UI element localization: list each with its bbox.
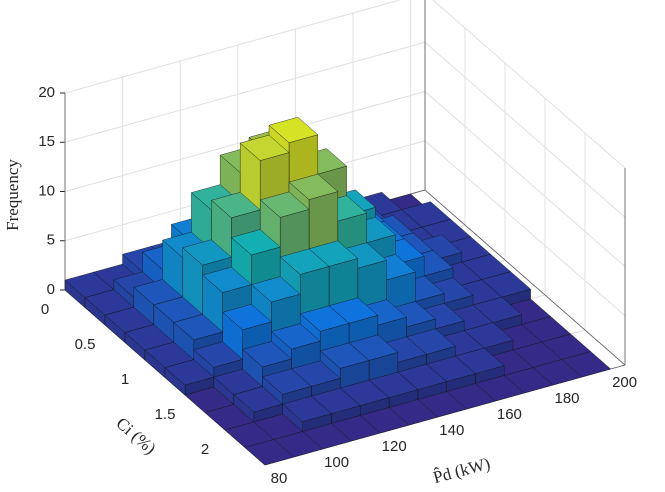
y-tick-label: 0 — [41, 301, 49, 318]
y-axis-label: Ci (%) — [113, 414, 160, 458]
y-tick-label: 2 — [201, 441, 209, 458]
x-tick-label: 120 — [382, 438, 407, 455]
x-tick-label: 160 — [497, 406, 522, 423]
axis-line — [424, 189, 626, 366]
z-tick-label: 20 — [38, 84, 55, 101]
x-axis-label: P̂d (kW) — [431, 453, 492, 487]
y-tick-label: 1.5 — [155, 406, 176, 423]
bar — [164, 359, 215, 396]
grid-line — [432, 0, 626, 169]
bar-top — [242, 341, 292, 368]
bar-top — [262, 368, 312, 395]
grid-line — [64, 41, 426, 143]
z-tick-label: 5 — [47, 232, 55, 249]
bar-top — [222, 304, 272, 330]
bar-top — [300, 305, 350, 332]
grid-line — [64, 91, 426, 192]
x-tick-label: 100 — [324, 454, 349, 471]
x-tick-label: 80 — [271, 470, 288, 487]
bar-top — [320, 342, 370, 369]
bar — [244, 439, 294, 466]
z-tick-label: 0 — [47, 281, 55, 298]
bar-top — [231, 229, 281, 256]
bar — [233, 386, 283, 423]
bar-top — [288, 173, 338, 200]
y-tick-label: 1 — [121, 371, 129, 388]
grid-line — [424, 91, 626, 267]
bar-top — [251, 276, 301, 303]
bar-top — [244, 439, 294, 466]
x-tick-label: 140 — [439, 422, 464, 439]
bar-top — [268, 116, 318, 143]
bar-top — [271, 323, 321, 350]
bar — [282, 395, 332, 432]
z-tick-label: 10 — [38, 182, 55, 199]
grid-line — [64, 0, 402, 94]
bar-top — [239, 134, 290, 161]
z-tick-label: 15 — [38, 133, 55, 150]
grid-line — [424, 41, 626, 218]
bar-top — [282, 395, 332, 422]
y-tick-label: 0.5 — [75, 336, 96, 353]
grid-line — [424, 140, 626, 317]
x-tick-label: 180 — [554, 390, 579, 407]
bar-top — [260, 191, 310, 218]
z-axis-label: Frequency — [3, 159, 22, 231]
x-tick-label: 200 — [612, 374, 637, 391]
bar-top — [280, 248, 330, 275]
